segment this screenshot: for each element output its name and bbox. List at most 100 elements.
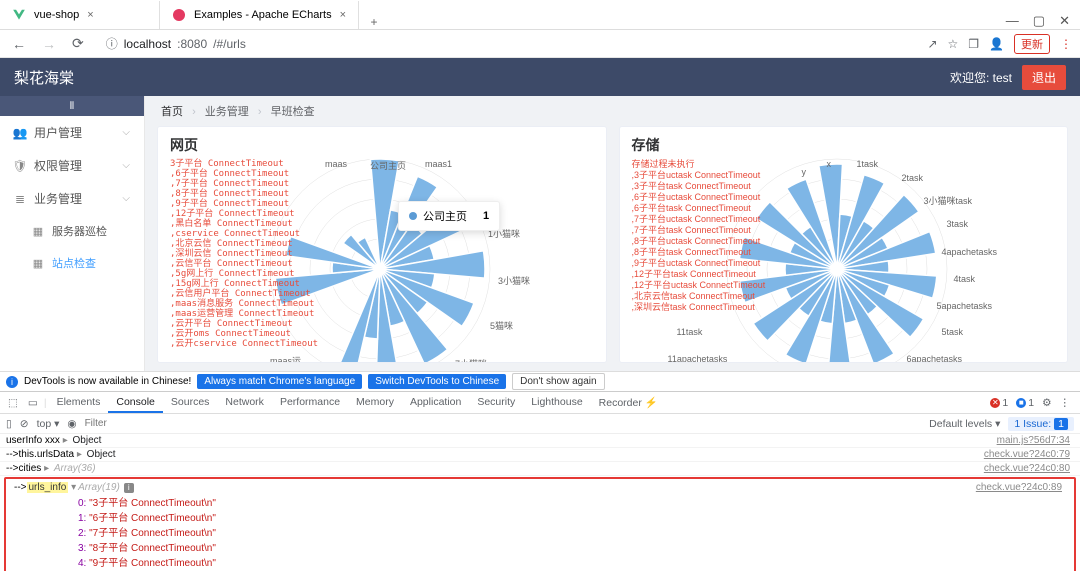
console-log-row[interactable]: -->cities ▸ Array(36)check.vue?24c0:80 xyxy=(0,462,1080,476)
card-web: 网页 3子平台 ConnectTimeout ,6子平台 ConnectTime… xyxy=(157,126,607,363)
chevron-down-icon: ⌵ xyxy=(122,193,130,204)
close-icon[interactable]: × xyxy=(87,9,93,21)
sidebar-toggle-icon[interactable]: ▯ xyxy=(6,418,12,430)
sidebar-item-0[interactable]: 👥用户管理⌵ xyxy=(0,116,144,149)
chart-label: 3小猫咪task xyxy=(924,194,973,207)
devtools-tab-application[interactable]: Application xyxy=(402,393,469,413)
devtools-tab-recorder[interactable]: Recorder ⚡ xyxy=(591,393,666,413)
log-source-link[interactable]: main.js?56d7:34 xyxy=(997,435,1074,446)
sidebar-item-1[interactable]: 🛡权限管理⌵ xyxy=(0,149,144,182)
filter-input[interactable] xyxy=(85,418,217,429)
devtools-panel: ⬚ ▭ | ElementsConsoleSourcesNetworkPerfo… xyxy=(0,391,1080,571)
console-toolbar: ▯ ⊘ top ▾ ◉ Default levels ▾ 1 Issue: 1 xyxy=(0,414,1080,434)
dont-show-button[interactable]: Don't show again xyxy=(512,373,604,390)
clear-console-icon[interactable]: ⊘ xyxy=(20,418,29,430)
url-input[interactable]: ⓘ localhost:8080/#/urls xyxy=(96,33,920,54)
console-log-row[interactable]: -->this.urlsData ▸ Objectcheck.vue?24c0:… xyxy=(0,448,1080,462)
devtools-tab-elements[interactable]: Elements xyxy=(49,393,109,413)
match-language-button[interactable]: Always match Chrome's language xyxy=(197,374,362,389)
chart-label: 11task xyxy=(677,327,703,337)
menu-icon: 👥 xyxy=(14,127,26,139)
devtools-tab-sources[interactable]: Sources xyxy=(163,393,218,413)
address-bar-icons: ↗ ☆ ❐ 👤 更新 ⋮ xyxy=(927,34,1072,54)
share-icon[interactable]: ↗ xyxy=(927,37,937,51)
info-icon[interactable]: i xyxy=(124,483,134,493)
live-expr-icon[interactable]: ◉ xyxy=(67,418,76,430)
chart-label: maas xyxy=(325,159,347,169)
url-port: :8080 xyxy=(177,37,207,51)
logout-button[interactable]: 退出 xyxy=(1022,65,1066,90)
chevron-down-icon: ⌵ xyxy=(122,127,130,138)
array-item: 0: "3子平台 ConnectTimeout\n" xyxy=(8,494,1072,509)
back-button[interactable]: ← xyxy=(8,36,30,52)
profile-icon[interactable]: 👤 xyxy=(989,37,1004,51)
reload-button[interactable]: ⟳ xyxy=(68,35,88,52)
devtools-tab-security[interactable]: Security xyxy=(469,393,523,413)
log-source-link[interactable]: check.vue?24c0:79 xyxy=(984,449,1074,460)
bookmark-icon[interactable]: ☆ xyxy=(948,37,959,51)
tab-title: vue-shop xyxy=(34,9,79,21)
log-source-link[interactable]: check.vue?24c0:89 xyxy=(976,482,1066,493)
menu-icon: 🛡 xyxy=(14,160,26,172)
sidebar-collapse-button[interactable]: ⦀ xyxy=(0,96,144,116)
update-button[interactable]: 更新 xyxy=(1014,34,1050,54)
chart-tooltip: 公司主页 1 xyxy=(398,201,500,231)
log-source-link[interactable]: check.vue?24c0:80 xyxy=(984,463,1074,474)
inspect-icon[interactable]: ⬚ xyxy=(4,397,22,409)
sidebar-item-4[interactable]: ▦站点检查 xyxy=(0,247,144,279)
chart-label: 7小猫咪 xyxy=(455,357,487,363)
console-output[interactable]: userInfo xxx ▸ Objectmain.js?56d7:34-->t… xyxy=(0,434,1080,571)
devtools-tab-network[interactable]: Network xyxy=(217,393,272,413)
extensions-icon[interactable]: ❐ xyxy=(968,37,979,51)
storage-error-text: 存储过程未执行 ,3子平台uctask ConnectTimeout ,3子平台… xyxy=(632,159,766,313)
devtools-notice-bar: i DevTools is now available in Chinese! … xyxy=(0,371,1080,391)
new-tab-button[interactable]: + xyxy=(359,15,389,29)
chart-label: y xyxy=(802,167,807,177)
info-icon: i xyxy=(6,376,18,388)
close-icon[interactable]: × xyxy=(340,9,346,21)
sidebar-item-2[interactable]: ≣业务管理⌵ xyxy=(0,182,144,215)
chart-label: 1task xyxy=(857,159,879,169)
echarts-icon xyxy=(172,8,186,22)
window-close-icon[interactable]: ✕ xyxy=(1059,13,1070,29)
breadcrumb-home[interactable]: 首页 xyxy=(161,106,183,118)
chart-label: 5task xyxy=(942,327,964,337)
issues-button[interactable]: 1 Issue: 1 xyxy=(1008,417,1074,431)
settings-icon[interactable]: ⚙ xyxy=(1042,397,1051,409)
chart-label: 5apachetasks xyxy=(937,301,993,311)
breadcrumb-1[interactable]: 业务管理 xyxy=(205,106,249,118)
more-icon[interactable]: ⋮ xyxy=(1060,397,1071,409)
more-icon[interactable]: ⋮ xyxy=(1060,37,1072,51)
devtools-tab-console[interactable]: Console xyxy=(108,393,163,413)
devtools-tab-lighthouse[interactable]: Lighthouse xyxy=(523,393,590,413)
context-selector[interactable]: top ▾ xyxy=(37,418,60,430)
devtools-tab-memory[interactable]: Memory xyxy=(348,393,402,413)
device-icon[interactable]: ▭ xyxy=(24,397,42,409)
browser-tab-1[interactable]: Examples - Apache ECharts × xyxy=(160,1,359,29)
menu-icon: ≣ xyxy=(14,193,26,205)
chart-label: 4task xyxy=(954,274,976,284)
array-item: 3: "8子平台 ConnectTimeout\n" xyxy=(8,539,1072,554)
vue-icon xyxy=(12,8,26,22)
welcome-text: 欢迎您: test xyxy=(950,69,1012,86)
minimize-icon[interactable]: — xyxy=(1006,13,1019,29)
console-log-row[interactable]: userInfo xxx ▸ Objectmain.js?56d7:34 xyxy=(0,434,1080,448)
urls-info-key: urls_info xyxy=(27,482,69,493)
maximize-icon[interactable]: ▢ xyxy=(1033,13,1045,29)
info-count[interactable]: ■1 xyxy=(1016,397,1034,409)
switch-chinese-button[interactable]: Switch DevTools to Chinese xyxy=(368,374,506,389)
browser-tab-strip: vue-shop × Examples - Apache ECharts × +… xyxy=(0,0,1080,30)
notice-text: DevTools is now available in Chinese! xyxy=(24,376,191,387)
devtools-tabs: ⬚ ▭ | ElementsConsoleSourcesNetworkPerfo… xyxy=(0,392,1080,414)
forward-button[interactable]: → xyxy=(38,36,60,52)
devtools-tab-performance[interactable]: Performance xyxy=(272,393,348,413)
error-count[interactable]: ✕1 xyxy=(990,397,1008,409)
levels-selector[interactable]: Default levels ▾ xyxy=(929,418,1000,430)
chart-label: maas1 xyxy=(425,159,452,169)
insecure-icon: ⓘ xyxy=(106,35,118,52)
sidebar-item-3[interactable]: ▦服务器巡检 xyxy=(0,215,144,247)
browser-tab-0[interactable]: vue-shop × xyxy=(0,1,160,29)
card-storage: 存储 存储过程未执行 ,3子平台uctask ConnectTimeout ,3… xyxy=(619,126,1069,363)
app-title: 梨花海棠 xyxy=(14,67,74,88)
chart-label: 6apachetasks xyxy=(907,354,963,363)
